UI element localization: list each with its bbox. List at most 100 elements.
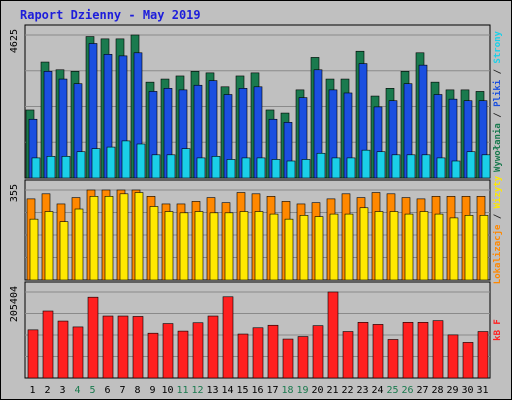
bar-wizyty-26	[404, 213, 414, 281]
x-tick-label-3: 3	[59, 385, 65, 396]
bar-strony-20	[316, 152, 326, 179]
x-tick-label-27: 27	[416, 385, 428, 396]
bar-wizyty-10	[164, 211, 174, 281]
bar-strony-29	[451, 160, 461, 179]
legend-part-0: Lokalizacje	[492, 224, 503, 284]
x-tick-label-21: 21	[326, 385, 338, 396]
bar-strony-31	[481, 154, 491, 179]
bar-wizyty-20	[314, 216, 324, 281]
bar-kbf-2	[42, 310, 54, 379]
bar-wizyty-25	[389, 211, 399, 281]
legend-part-2: Wizyty	[492, 175, 503, 208]
x-tick-label-13: 13	[206, 385, 218, 396]
bar-kbf-25	[387, 339, 399, 379]
bar-kbf-6	[102, 315, 114, 379]
bar-strony-3	[61, 156, 71, 179]
x-tick-label-11: 11	[176, 385, 188, 396]
panel-middle: 355 Lokalizacje / Wizyty	[9, 175, 503, 284]
x-tick-label-15: 15	[236, 385, 248, 396]
x-tick-label-9: 9	[149, 385, 155, 396]
bar-strony-16	[256, 157, 266, 179]
bar-wizyty-22	[344, 213, 354, 281]
legend-part-1: /	[493, 107, 503, 123]
bar-wizyty-12	[194, 211, 204, 281]
bar-kbf-30	[462, 342, 474, 379]
bar-kbf-19	[297, 336, 309, 379]
bar-kbf-11	[177, 330, 189, 379]
chart-title: Raport Dzienny - May 2019	[20, 8, 201, 22]
bar-strony-27	[421, 154, 431, 179]
bar-strony-7	[121, 140, 131, 179]
legend-part-3: /	[493, 64, 503, 80]
bar-kbf-18	[282, 338, 294, 379]
bar-strony-28	[436, 157, 446, 179]
bar-wizyty-2	[44, 211, 54, 281]
panel-bottom-ymax-label: 205404	[9, 286, 20, 322]
bar-strony-24	[376, 151, 386, 179]
bar-strony-30	[466, 151, 476, 179]
bar-kbf-26	[402, 322, 414, 379]
bar-strony-13	[211, 156, 221, 179]
bar-strony-2	[46, 156, 56, 179]
bar-strony-18	[286, 160, 296, 179]
bar-wizyty-19	[299, 215, 309, 281]
legend-part-0: kB F	[493, 319, 503, 341]
bar-kbf-10	[162, 323, 174, 379]
bar-wizyty-9	[149, 206, 159, 281]
bar-kbf-15	[237, 333, 249, 379]
x-tick-label-8: 8	[134, 385, 140, 396]
x-tick-label-24: 24	[371, 385, 383, 396]
bar-wizyty-14	[224, 212, 234, 281]
x-tick-label-25: 25	[386, 385, 398, 396]
bar-wizyty-30	[464, 215, 474, 281]
legend-part-0: Wywołania	[492, 123, 503, 172]
bar-wizyty-6	[104, 196, 114, 281]
bar-kbf-29	[447, 334, 459, 379]
panel-bottom: 205404 kB F	[9, 281, 503, 379]
x-tick-label-20: 20	[311, 385, 323, 396]
bar-strony-22	[346, 157, 356, 179]
x-tick-label-4: 4	[74, 385, 80, 396]
bar-kbf-3	[57, 320, 69, 379]
x-tick-label-19: 19	[296, 385, 308, 396]
x-tick-label-30: 30	[461, 385, 473, 396]
x-axis-labels: 1 2 3 4 5 6 7 8 9 10 11 12 13 14 15 16 17 18 19 20 21 22 23 24 2…	[29, 385, 488, 396]
bar-strony-21	[331, 157, 341, 179]
bar-strony-11	[181, 148, 191, 179]
bar-strony-19	[301, 159, 311, 179]
legend-part-1: /	[493, 208, 503, 224]
panel-bottom-legend: kB F	[493, 319, 503, 341]
bar-strony-26	[406, 154, 416, 179]
bar-kbf-12	[192, 322, 204, 379]
bar-kbf-16	[252, 327, 264, 379]
chart-panels: 4625 Wywołania / Pliki / Strony 355 Lokaliz…	[9, 24, 503, 379]
bar-wizyty-18	[284, 218, 294, 281]
panel-top: 4625 Wywołania / Pliki / Strony	[9, 24, 503, 179]
x-tick-label-10: 10	[161, 385, 173, 396]
x-tick-label-26: 26	[401, 385, 413, 396]
bar-kbf-27	[417, 322, 429, 379]
panel-middle-ymax-label: 355	[9, 184, 20, 202]
bar-kbf-23	[357, 322, 369, 379]
bar-wizyty-11	[179, 212, 189, 281]
x-tick-label-22: 22	[341, 385, 353, 396]
bar-wizyty-16	[254, 211, 264, 281]
legend-part-4: Strony	[493, 30, 503, 63]
bar-wizyty-15	[239, 211, 249, 281]
legend-part-2: Pliki	[492, 79, 503, 107]
x-tick-label-1: 1	[29, 385, 35, 396]
x-tick-label-12: 12	[191, 385, 203, 396]
bar-wizyty-29	[449, 217, 459, 281]
x-tick-label-6: 6	[104, 385, 110, 396]
bar-strony-17	[271, 159, 281, 179]
bar-wizyty-31	[479, 215, 489, 281]
bar-kbf-9	[147, 332, 159, 379]
x-tick-label-17: 17	[266, 385, 278, 396]
panel-top-legend: Wywołania / Pliki / Strony	[492, 30, 503, 171]
bar-kbf-13	[207, 315, 219, 379]
bar-kbf-14	[222, 296, 234, 379]
bar-strony-4	[76, 151, 86, 179]
bar-kbf-22	[342, 331, 354, 379]
